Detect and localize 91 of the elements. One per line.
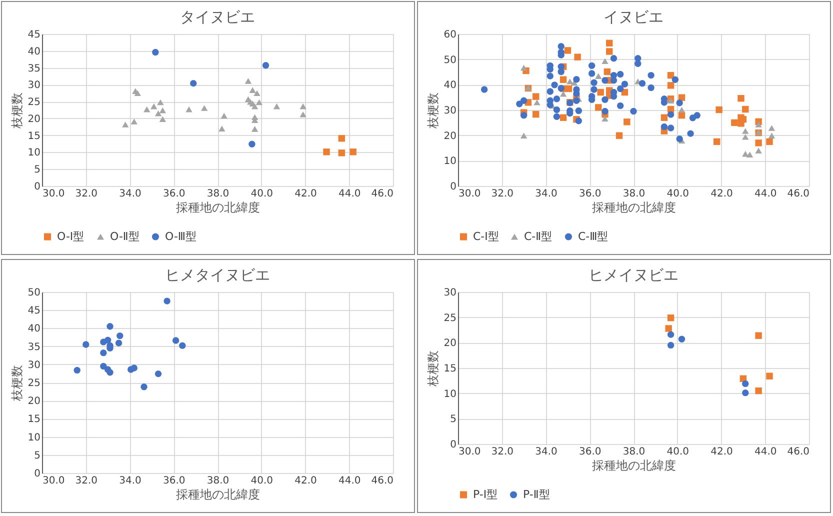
y-axis-title: 枝梗数 <box>426 350 440 388</box>
y-tick-label: 15 <box>444 364 456 374</box>
y-tick-label: 5 <box>34 450 40 462</box>
x-tick-label: 32.0 <box>75 476 98 486</box>
y-tick-label: 10 <box>28 432 40 444</box>
legend-label: C-Ⅰ型 <box>473 230 499 243</box>
x-tick-label: 34.0 <box>535 446 558 458</box>
legend-label: C-Ⅲ型 <box>578 230 608 243</box>
x-tick-label: 32.0 <box>75 188 98 200</box>
y-axis-title: 枝梗数 <box>10 92 24 130</box>
x-tick-label: 38.0 <box>622 188 646 200</box>
y-tick-label: 50 <box>444 54 456 66</box>
x-tick-label: 40.0 <box>250 476 274 486</box>
y-tick-label: 0 <box>450 440 456 450</box>
y-tick-label: 0 <box>450 182 456 192</box>
x-axis-title: 採種地の北緯度 <box>592 458 676 472</box>
x-tick-label: 38.0 <box>622 446 646 458</box>
x-tick-label: 36.0 <box>578 446 602 458</box>
x-tick-label: 46.0 <box>787 446 810 458</box>
x-tick-label: 46.0 <box>371 476 394 486</box>
x-tick-label: 44.0 <box>754 446 777 458</box>
x-tick-label: 30.0 <box>458 188 481 200</box>
x-tick-label: 32.0 <box>491 446 514 458</box>
y-tick-label: 20 <box>28 114 40 125</box>
chart-title: イヌビエ <box>604 8 664 26</box>
y-tick-label: 0 <box>34 182 40 192</box>
chart-title: ヒメイヌビエ <box>588 266 678 284</box>
y-tick-label: 35 <box>28 342 40 353</box>
legend-label: O-Ⅲ型 <box>165 230 197 243</box>
x-tick-label: 30.0 <box>458 446 481 458</box>
x-tick-label: 46.0 <box>371 188 394 200</box>
chart-title: タイヌビエ <box>180 8 255 26</box>
y-tick-label: 45 <box>28 306 40 317</box>
x-tick-label: 38.0 <box>206 188 230 200</box>
y-tick-label: 25 <box>444 312 456 324</box>
y-tick-label: 20 <box>28 396 40 408</box>
x-tick-label: 34.0 <box>535 188 558 200</box>
y-tick-label: 10 <box>28 148 40 159</box>
chart-title: ヒメタイヌビエ <box>165 266 270 284</box>
legend-label: O-Ⅱ型 <box>110 230 140 243</box>
x-tick-label: 30.0 <box>42 188 65 200</box>
y-tick-label: 5 <box>34 164 40 176</box>
x-tick-label: 42.0 <box>294 188 317 200</box>
x-tick-label: 36.0 <box>162 476 186 486</box>
x-tick-label: 40.0 <box>666 188 690 200</box>
y-tick-label: 0 <box>34 468 40 480</box>
legend-label: C-Ⅱ型 <box>524 230 552 243</box>
y-axis-title: 枝梗数 <box>10 365 24 402</box>
y-tick-label: 45 <box>28 30 40 40</box>
x-axis-title: 採種地の北緯度 <box>176 488 260 502</box>
y-tick-label: 40 <box>28 46 40 58</box>
y-tick-label: 15 <box>28 130 40 142</box>
x-tick-label: 30.0 <box>42 476 65 486</box>
legend-label: P-Ⅰ型 <box>473 488 498 501</box>
x-tick-label: 36.0 <box>162 188 186 200</box>
x-tick-label: 46.0 <box>787 188 810 200</box>
x-tick-label: 38.0 <box>206 476 230 486</box>
y-tick-label: 10 <box>444 156 456 168</box>
y-tick-label: 25 <box>28 378 40 389</box>
x-tick-label: 32.0 <box>491 188 514 200</box>
x-tick-label: 34.0 <box>119 188 142 200</box>
x-tick-label: 40.0 <box>666 446 690 458</box>
y-tick-label: 20 <box>444 130 456 142</box>
x-tick-label: 34.0 <box>119 476 142 486</box>
y-tick-label: 30 <box>444 288 456 298</box>
x-tick-label: 42.0 <box>294 476 317 486</box>
y-tick-label: 20 <box>444 338 456 350</box>
legend-label: P-Ⅱ型 <box>523 488 550 501</box>
y-tick-label: 30 <box>28 360 40 371</box>
y-tick-label: 10 <box>444 388 456 400</box>
y-tick-label: 40 <box>28 324 40 335</box>
x-tick-label: 36.0 <box>578 188 602 200</box>
x-tick-label: 44.0 <box>338 188 361 200</box>
y-tick-label: 60 <box>444 30 456 40</box>
x-tick-label: 44.0 <box>338 476 361 486</box>
y-tick-label: 50 <box>28 288 40 298</box>
x-axis-title: 採種地の北緯度 <box>592 200 676 214</box>
x-tick-label: 40.0 <box>250 188 274 200</box>
y-axis-title: 枝梗数 <box>426 92 440 130</box>
y-tick-label: 35 <box>28 63 40 74</box>
x-tick-label: 44.0 <box>754 188 777 200</box>
y-tick-label: 15 <box>28 414 40 426</box>
x-tick-label: 42.0 <box>710 446 733 458</box>
y-tick-label: 5 <box>450 414 456 426</box>
legend-label: O-Ⅰ型 <box>57 230 84 243</box>
y-tick-label: 25 <box>28 97 40 108</box>
y-tick-label: 30 <box>28 80 40 92</box>
x-tick-label: 42.0 <box>710 188 733 200</box>
y-tick-label: 40 <box>444 80 456 92</box>
x-axis-title: 採種地の北緯度 <box>176 200 260 214</box>
y-tick-label: 30 <box>444 106 456 116</box>
